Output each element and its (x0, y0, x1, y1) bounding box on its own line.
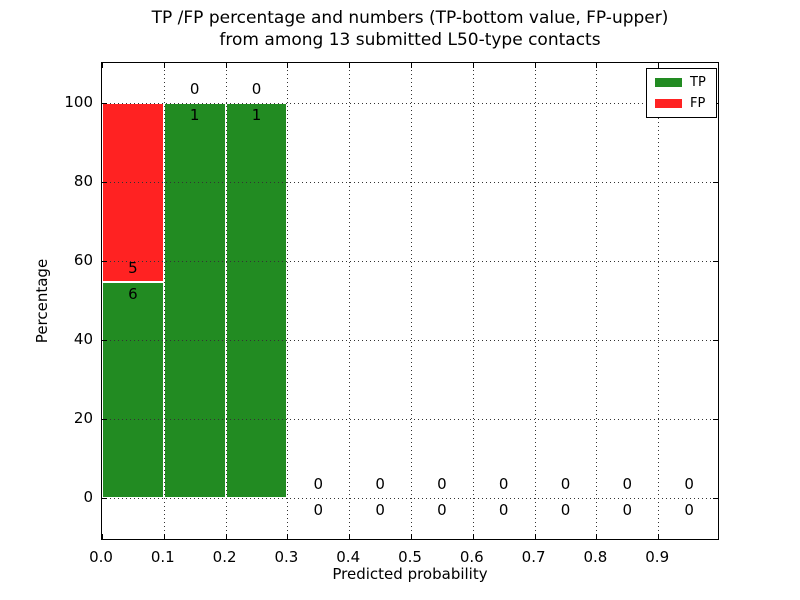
y-tick-label: 40 (73, 329, 93, 348)
tp-count-label: 0 (684, 500, 694, 519)
x-tick-top (163, 63, 165, 68)
v-gridline (349, 63, 351, 539)
v-gridline (534, 63, 536, 539)
v-gridline (472, 63, 474, 539)
tp-bar (102, 282, 164, 498)
x-tick-bottom (658, 534, 660, 539)
x-tick-bottom (596, 534, 598, 539)
x-tick-top (287, 63, 289, 68)
x-tick-top (411, 63, 412, 68)
legend-label-fp: FP (690, 96, 706, 111)
y-tick-left (102, 339, 107, 341)
x-tick-label: 0.9 (645, 548, 670, 566)
fp-count-label: 0 (684, 474, 694, 493)
fp-count-label: 0 (437, 474, 447, 493)
h-gridline (102, 260, 718, 262)
legend-item-fp: FP (655, 97, 706, 110)
x-tick-top (596, 63, 598, 68)
v-gridline (658, 63, 660, 539)
legend: TP FP (646, 68, 717, 118)
y-tick-right (713, 181, 718, 183)
x-tick-top (102, 63, 103, 68)
fp-count-label: 0 (498, 474, 509, 493)
v-gridline (163, 63, 165, 539)
x-tick-label: 0.2 (212, 548, 237, 566)
tp-count-label: 0 (498, 500, 509, 519)
h-gridline (102, 102, 718, 104)
y-tick-right (713, 260, 718, 262)
x-tick-label: 0.6 (459, 548, 484, 566)
tp-count-label: 0 (313, 500, 324, 519)
x-tick-top (349, 63, 351, 68)
fp-count-label: 0 (560, 474, 571, 493)
x-tick-label: 0.7 (521, 548, 546, 566)
y-tick-left (102, 260, 107, 262)
x-tick-top (534, 63, 536, 68)
x-tick-label: 0.1 (150, 548, 175, 566)
x-tick-label: 0.5 (398, 548, 422, 566)
h-gridline (102, 339, 718, 341)
x-tick-label: 0.0 (89, 548, 113, 566)
h-gridline (102, 181, 718, 183)
h-gridline (102, 418, 718, 420)
x-tick-bottom (102, 534, 103, 539)
x-tick-bottom (163, 534, 165, 539)
y-tick-right (713, 339, 718, 341)
tp-color-swatch (655, 78, 682, 87)
fp-bar (102, 102, 164, 282)
plot-area: TP FP 5 6 0 1 0 1 0 0 0 0 0 0 0 0 0 0 0 0 0 0 (101, 62, 719, 540)
h-gridline (102, 497, 718, 499)
fp-count-label: 0 (375, 474, 385, 493)
y-tick-right (713, 418, 718, 420)
x-tick-bottom (534, 534, 536, 539)
tp-count-label: 0 (437, 500, 447, 519)
fp-count-label: 0 (313, 474, 324, 493)
tp-count-label: 0 (622, 500, 633, 519)
x-tick-bottom (225, 534, 227, 539)
x-tick-bottom (287, 534, 289, 539)
y-tick-label: 0 (83, 487, 93, 506)
v-gridline (287, 63, 289, 539)
chart-title: TP /FP percentage and numbers (TP-bottom… (152, 7, 669, 51)
x-tick-label: 0.3 (274, 548, 299, 566)
tp-bar (163, 102, 226, 498)
fp-count-label: 0 (189, 79, 200, 98)
fp-color-swatch (655, 99, 682, 108)
y-tick-label: 100 (64, 92, 93, 111)
x-tick-label: 0.8 (583, 548, 608, 566)
x-axis-label: Predicted probability (332, 565, 488, 583)
x-tick-bottom (349, 534, 351, 539)
x-tick-top (225, 63, 227, 68)
y-tick-left (102, 181, 107, 183)
fp-count-label: 0 (622, 474, 633, 493)
v-gridline (411, 63, 412, 539)
chart-title-line1: TP /FP percentage and numbers (TP-bottom… (151, 8, 669, 28)
v-gridline (596, 63, 598, 539)
y-tick-label: 20 (73, 408, 93, 427)
tp-bar (225, 102, 288, 498)
legend-label-tp: TP (690, 75, 706, 90)
y-tick-left (102, 497, 107, 499)
tp-count-label: 6 (128, 285, 138, 304)
tp-count-label: 1 (251, 105, 262, 124)
x-tick-label: 0.4 (336, 548, 361, 566)
x-tick-bottom (472, 534, 474, 539)
chart-title-line2: from among 13 submitted L50-type contact… (219, 30, 601, 50)
x-tick-bottom (411, 534, 412, 539)
tp-count-label: 0 (375, 500, 385, 519)
x-tick-top (472, 63, 474, 68)
x-tick-top (658, 63, 660, 68)
tp-count-label: 0 (560, 500, 571, 519)
tp-count-label: 1 (189, 105, 200, 124)
v-gridline (225, 63, 227, 539)
fp-count-label: 5 (128, 259, 138, 278)
fp-count-label: 0 (251, 79, 262, 98)
y-tick-label: 60 (73, 250, 93, 269)
y-tick-left (102, 102, 107, 104)
y-tick-left (102, 418, 107, 420)
legend-item-tp: TP (655, 76, 706, 89)
y-tick-label: 80 (73, 171, 93, 190)
y-tick-right (713, 497, 718, 499)
